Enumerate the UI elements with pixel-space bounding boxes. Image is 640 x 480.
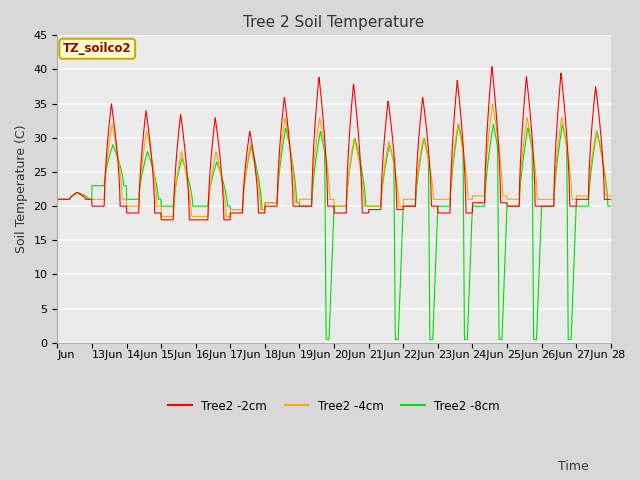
Tree2 -4cm — [607, 193, 614, 199]
Text: TZ_soilco2: TZ_soilco2 — [63, 42, 132, 55]
Tree2 -8cm — [367, 203, 375, 209]
Tree2 -2cm — [532, 203, 540, 209]
Tree2 -8cm — [323, 336, 330, 342]
Tree2 -2cm — [228, 210, 236, 216]
Tree2 -2cm — [600, 166, 607, 172]
Tree2 -4cm — [157, 214, 165, 219]
Tree2 -8cm — [228, 207, 236, 213]
Tree2 -2cm — [54, 196, 61, 202]
Tree2 -8cm — [559, 121, 566, 127]
Tree2 -2cm — [607, 196, 614, 202]
Tree2 -4cm — [532, 178, 540, 184]
Tree2 -8cm — [532, 336, 540, 342]
Tree2 -4cm — [600, 163, 607, 168]
Tree2 -2cm — [367, 207, 375, 213]
Y-axis label: Soil Temperature (C): Soil Temperature (C) — [15, 125, 28, 253]
Tree2 -4cm — [54, 196, 61, 202]
Tree2 -8cm — [600, 160, 607, 166]
Tree2 -4cm — [367, 203, 375, 209]
Text: Time: Time — [558, 460, 589, 473]
Tree2 -4cm — [489, 101, 497, 107]
Tree2 -4cm — [109, 124, 116, 130]
Tree2 -4cm — [501, 193, 509, 199]
Tree2 -4cm — [228, 207, 236, 213]
Tree2 -8cm — [501, 262, 509, 267]
Tree2 -8cm — [607, 203, 614, 209]
Line: Tree2 -8cm: Tree2 -8cm — [58, 124, 611, 339]
Legend: Tree2 -2cm, Tree2 -4cm, Tree2 -8cm: Tree2 -2cm, Tree2 -4cm, Tree2 -8cm — [163, 395, 505, 417]
Tree2 -8cm — [54, 196, 61, 202]
Tree2 -2cm — [109, 110, 116, 116]
Tree2 -8cm — [109, 143, 116, 148]
Line: Tree2 -2cm: Tree2 -2cm — [58, 67, 611, 220]
Title: Tree 2 Soil Temperature: Tree 2 Soil Temperature — [243, 15, 425, 30]
Tree2 -2cm — [501, 200, 509, 205]
Tree2 -2cm — [488, 64, 495, 70]
Tree2 -2cm — [157, 217, 165, 223]
Line: Tree2 -4cm: Tree2 -4cm — [58, 104, 611, 216]
